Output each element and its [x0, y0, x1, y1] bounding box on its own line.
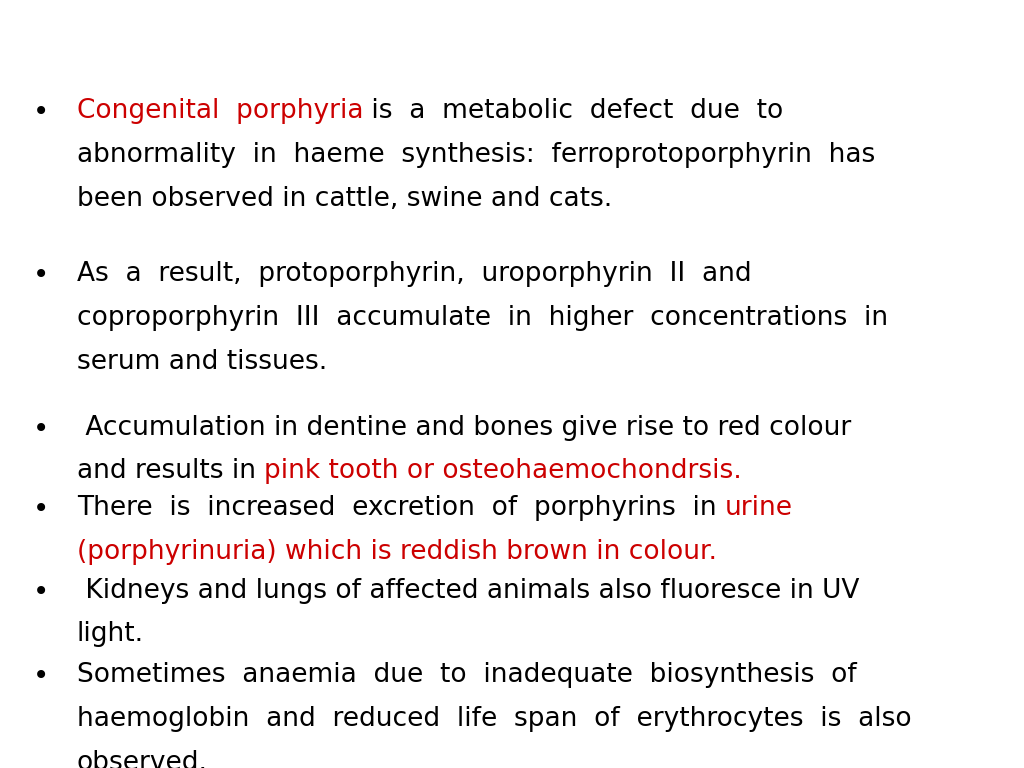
Text: There  is  increased  excretion  of  porphyrins  in: There is increased excretion of porphyri…: [77, 495, 725, 521]
Text: •: •: [33, 98, 49, 126]
Text: been observed in cattle, swine and cats.: been observed in cattle, swine and cats.: [77, 186, 612, 212]
Text: and results in: and results in: [77, 458, 264, 485]
Text: •: •: [33, 662, 49, 690]
Text: urine: urine: [725, 495, 793, 521]
Text: Congenital  porphyria: Congenital porphyria: [77, 98, 364, 124]
Text: observed.: observed.: [77, 750, 208, 768]
Text: (porphyrinuria) which is reddish brown in colour.: (porphyrinuria) which is reddish brown i…: [77, 539, 717, 565]
Text: Sometimes  anaemia  due  to  inadequate  biosynthesis  of: Sometimes anaemia due to inadequate bios…: [77, 662, 856, 688]
Text: pink tooth or osteohaemochondrsis.: pink tooth or osteohaemochondrsis.: [264, 458, 742, 485]
Text: •: •: [33, 261, 49, 289]
Text: Accumulation in dentine and bones give rise to red colour: Accumulation in dentine and bones give r…: [77, 415, 851, 441]
Text: is  a  metabolic  defect  due  to: is a metabolic defect due to: [364, 98, 783, 124]
Text: •: •: [33, 578, 49, 605]
Text: •: •: [33, 415, 49, 442]
Text: coproporphyrin  III  accumulate  in  higher  concentrations  in: coproporphyrin III accumulate in higher …: [77, 305, 888, 331]
Text: •: •: [33, 495, 49, 523]
Text: light.: light.: [77, 621, 144, 647]
Text: As  a  result,  protoporphyrin,  uroporphyrin  II  and: As a result, protoporphyrin, uroporphyri…: [77, 261, 752, 287]
Text: Kidneys and lungs of affected animals also fluoresce in UV: Kidneys and lungs of affected animals al…: [77, 578, 859, 604]
Text: haemoglobin  and  reduced  life  span  of  erythrocytes  is  also: haemoglobin and reduced life span of ery…: [77, 706, 911, 732]
Text: abnormality  in  haeme  synthesis:  ferroprotoporphyrin  has: abnormality in haeme synthesis: ferropro…: [77, 142, 876, 168]
Text: serum and tissues.: serum and tissues.: [77, 349, 327, 375]
